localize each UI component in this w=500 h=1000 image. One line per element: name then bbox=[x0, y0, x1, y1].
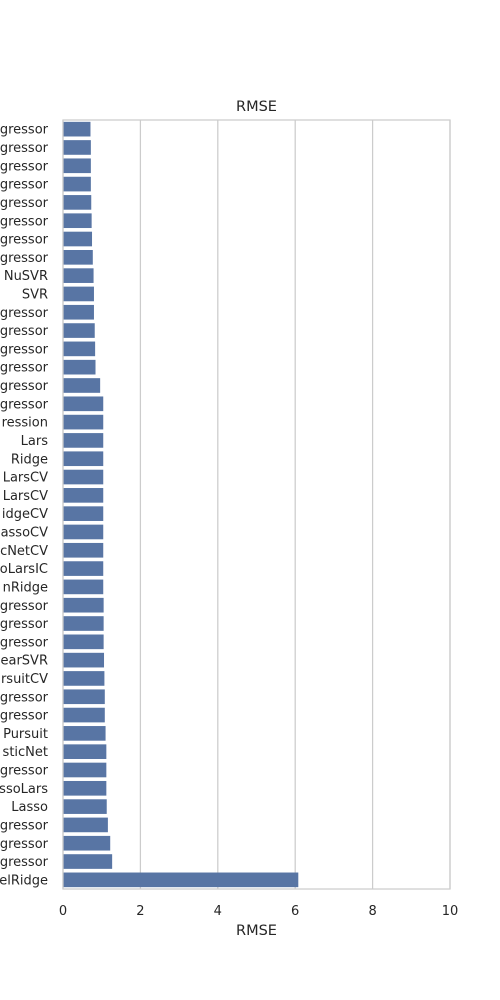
bar bbox=[63, 835, 111, 851]
y-tick-label: Ridge bbox=[11, 452, 48, 467]
bar bbox=[63, 396, 104, 412]
bar bbox=[63, 304, 94, 320]
bar bbox=[63, 671, 105, 686]
bar bbox=[63, 872, 299, 888]
y-tick-label: gressor bbox=[0, 764, 49, 779]
bar bbox=[63, 707, 105, 723]
y-tick-label: SVR bbox=[22, 287, 48, 302]
x-tick-label: 4 bbox=[214, 904, 222, 919]
bar bbox=[63, 433, 104, 448]
y-tick-label: gressor bbox=[0, 397, 49, 412]
bar bbox=[63, 213, 92, 229]
y-tick-label: ssoLars bbox=[0, 782, 48, 797]
bar bbox=[63, 176, 91, 192]
x-axis-title: RMSE bbox=[236, 923, 277, 939]
y-tick-label: gressor bbox=[0, 196, 49, 211]
bar bbox=[63, 561, 104, 576]
bar bbox=[63, 359, 96, 375]
bar bbox=[63, 268, 94, 283]
y-tick-label: gressor bbox=[0, 361, 49, 376]
bar bbox=[63, 323, 95, 338]
y-tick-label: gressor bbox=[0, 233, 49, 248]
bar bbox=[63, 488, 104, 503]
y-tick-label: gressor bbox=[0, 123, 49, 138]
bar bbox=[63, 652, 105, 668]
bar bbox=[63, 506, 104, 521]
x-tick-label: 0 bbox=[59, 904, 67, 919]
bar bbox=[63, 799, 107, 814]
bar bbox=[63, 158, 91, 174]
y-tick-label: rsuitCV bbox=[1, 672, 48, 687]
bar bbox=[63, 469, 104, 485]
y-tick-label: gressor bbox=[0, 617, 49, 632]
bar bbox=[63, 378, 101, 393]
y-tick-labels: gressor gressor gressor gressor gressor gress… bbox=[0, 123, 49, 889]
y-tick-label: gressor bbox=[0, 837, 49, 852]
y-tick-label: earSVR bbox=[1, 654, 49, 669]
y-tick-label: ression bbox=[2, 416, 48, 431]
x-tick-labels: 0 2 4 6 8 10 bbox=[59, 904, 458, 919]
y-tick-label: LarsCV bbox=[3, 489, 48, 504]
y-tick-label: gressor bbox=[0, 379, 49, 394]
y-tick-label: nRidge bbox=[3, 580, 48, 595]
chart-title: RMSE bbox=[236, 99, 277, 115]
bar bbox=[63, 854, 113, 869]
bar bbox=[63, 121, 91, 137]
y-tick-label: assoCV bbox=[1, 526, 49, 541]
y-tick-label: oLarsIC bbox=[0, 562, 48, 577]
x-tick-label: 10 bbox=[442, 904, 459, 919]
x-tick-label: 6 bbox=[291, 904, 299, 919]
bar bbox=[63, 414, 104, 430]
y-tick-label: Pursuit bbox=[3, 727, 48, 742]
y-tick-label: idgeCV bbox=[2, 507, 48, 522]
y-tick-label: gressor bbox=[0, 855, 49, 870]
bar bbox=[63, 231, 93, 247]
bar bbox=[63, 689, 105, 705]
plot-frame bbox=[62, 119, 451, 890]
y-tick-label: gressor bbox=[0, 178, 49, 193]
y-tick-label: gressor bbox=[0, 342, 49, 357]
y-tick-label: gressor bbox=[0, 324, 49, 339]
bar bbox=[63, 286, 94, 302]
bar bbox=[63, 451, 104, 467]
bar bbox=[63, 780, 107, 796]
y-tick-label: gressor bbox=[0, 599, 49, 614]
bar bbox=[63, 195, 92, 210]
y-tick-label: Lars bbox=[21, 434, 49, 449]
bar bbox=[63, 726, 106, 741]
bar bbox=[63, 597, 104, 613]
bar bbox=[63, 634, 104, 650]
y-tick-label: gressor bbox=[0, 214, 49, 229]
y-tick-label: Lasso bbox=[11, 800, 48, 815]
bar bbox=[63, 249, 93, 265]
y-tick-label: gressor bbox=[0, 690, 49, 705]
bar bbox=[63, 341, 96, 357]
y-tick-label: gressor bbox=[0, 141, 49, 156]
bar bbox=[63, 762, 107, 778]
bar bbox=[63, 579, 104, 595]
y-tick-label: gressor bbox=[0, 635, 49, 650]
bar bbox=[63, 817, 108, 833]
y-tick-label: cNetCV bbox=[0, 544, 48, 559]
y-tick-label: sticNet bbox=[3, 745, 48, 760]
gridlines bbox=[62, 120, 451, 889]
x-tick-label: 2 bbox=[136, 904, 144, 919]
y-tick-label: gressor bbox=[0, 306, 49, 321]
y-tick-label: elRidge bbox=[0, 873, 48, 888]
bar bbox=[63, 542, 104, 558]
bar bbox=[63, 616, 104, 631]
y-tick-label: gressor bbox=[0, 251, 49, 266]
y-tick-label: NuSVR bbox=[4, 269, 48, 284]
bars bbox=[63, 121, 299, 888]
bar bbox=[63, 524, 104, 540]
y-tick-label: gressor bbox=[0, 818, 49, 833]
x-tick-label: 8 bbox=[368, 904, 376, 919]
bar bbox=[63, 140, 91, 155]
y-tick-label: gressor bbox=[0, 159, 49, 174]
bar bbox=[63, 744, 107, 760]
y-tick-label: gressor bbox=[0, 709, 49, 724]
y-tick-label: LarsCV bbox=[3, 471, 48, 486]
